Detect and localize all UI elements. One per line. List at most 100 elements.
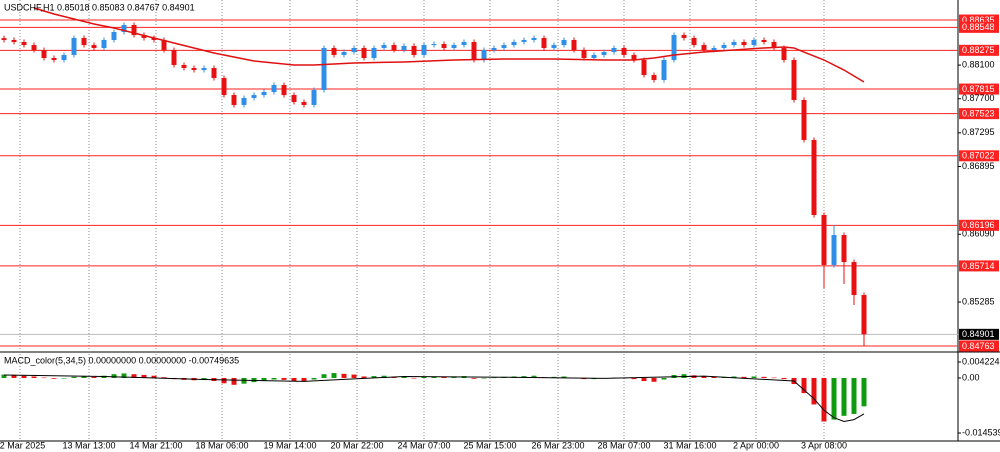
macd-bar [241,377,247,384]
candle-body [691,37,697,46]
macd-bar [221,377,227,384]
macd-bar [231,377,237,385]
candle-body [131,25,137,36]
candle-body [561,39,567,46]
y-tick-label: 0.00 [962,372,980,382]
macd-bar [271,377,277,380]
y-tick-label: 0.85285 [962,296,995,306]
candle-body [451,45,457,48]
candle-body [511,42,517,46]
macd-bar [41,377,47,379]
candle-body [631,54,637,61]
candle-body [371,47,377,58]
macd-bar [701,376,707,378]
macd-bar [401,376,407,378]
candle-body [311,89,317,105]
candle-body [91,45,97,48]
candle-body [251,95,257,98]
macd-bar [1,374,7,378]
candle-body [171,50,177,65]
macd-bar [631,377,637,380]
macd-bar [141,374,147,378]
candle-body [601,52,607,55]
macd-bar [201,377,207,380]
level-label-box [959,108,999,120]
x-tick-label: 13 Mar 13:00 [62,440,115,450]
candle-body [391,45,397,50]
macd-bar [161,377,167,378]
candle-body [791,60,797,100]
candle-body [141,35,147,38]
macd-bar [331,373,337,378]
level-label-box [959,150,999,162]
macd-bar [751,376,757,378]
y-tick-label: 0.86090 [962,229,995,239]
level-label-box [959,44,999,56]
candle-body [261,92,267,96]
candle-body [851,262,857,296]
candle-body [61,54,67,61]
y-tick-label: 0.87700 [962,93,995,103]
macd-bar [381,375,387,378]
candle-body [331,47,337,55]
macd-bar [21,375,27,378]
macd-bar [111,374,117,378]
macd-bar [341,373,347,378]
candle-body [611,47,617,53]
candle-body [11,39,17,43]
x-tick-label: 19 Mar 14:00 [263,440,316,450]
macd-bar [61,377,67,379]
candle-body [341,52,347,55]
candle-body [51,57,57,61]
candle-body [721,45,727,48]
candle-body [21,42,27,46]
candle-body [281,85,287,96]
macd-bar [531,375,537,378]
x-tick-label: 20 Mar 22:00 [330,440,383,450]
candle-body [711,47,717,50]
candle-body [321,47,327,90]
candle-body [1,38,7,40]
level-label: 0.87815 [962,84,995,94]
macd-bar [651,377,657,382]
candle-body [161,39,167,50]
macd-bar [371,376,377,378]
level-label-box [959,219,999,231]
macd-bar [441,376,447,378]
macd-bar [351,374,357,378]
candle-body [381,45,387,48]
candle-body [751,39,757,46]
macd-bar [811,377,817,405]
macd-bar [151,375,157,378]
chart-title: USDCHF,H1 0.85018 0.85083 0.84767 0.8490… [4,2,195,12]
candle-body [481,50,487,61]
level-label-box [959,340,999,352]
y-tick-label: 0.86895 [962,161,995,171]
x-tick-label: 26 Mar 23:00 [531,440,584,450]
macd-bar [641,377,647,382]
macd-bar [361,376,367,378]
macd-bar [801,377,807,394]
candle-body [151,37,157,40]
candle-body [501,45,507,48]
macd-bar [131,374,137,378]
macd-bar [481,377,487,379]
candle-body [861,295,867,335]
candle-body [411,45,417,55]
candle-body [621,47,627,55]
macd-bar [51,377,57,379]
macd-bar [491,377,497,379]
level-label: 0.87523 [962,109,995,119]
candle-body [811,139,817,215]
macd-bar [831,377,837,420]
candle-body [841,235,847,263]
level-label: 0.88635 [962,15,995,25]
macd-bar [11,374,17,378]
macd-bar [261,377,267,382]
macd-bar [301,377,307,382]
candle-body [101,39,107,48]
candle-body [491,47,497,50]
macd-bar [411,377,417,379]
macd-bar [71,376,77,378]
